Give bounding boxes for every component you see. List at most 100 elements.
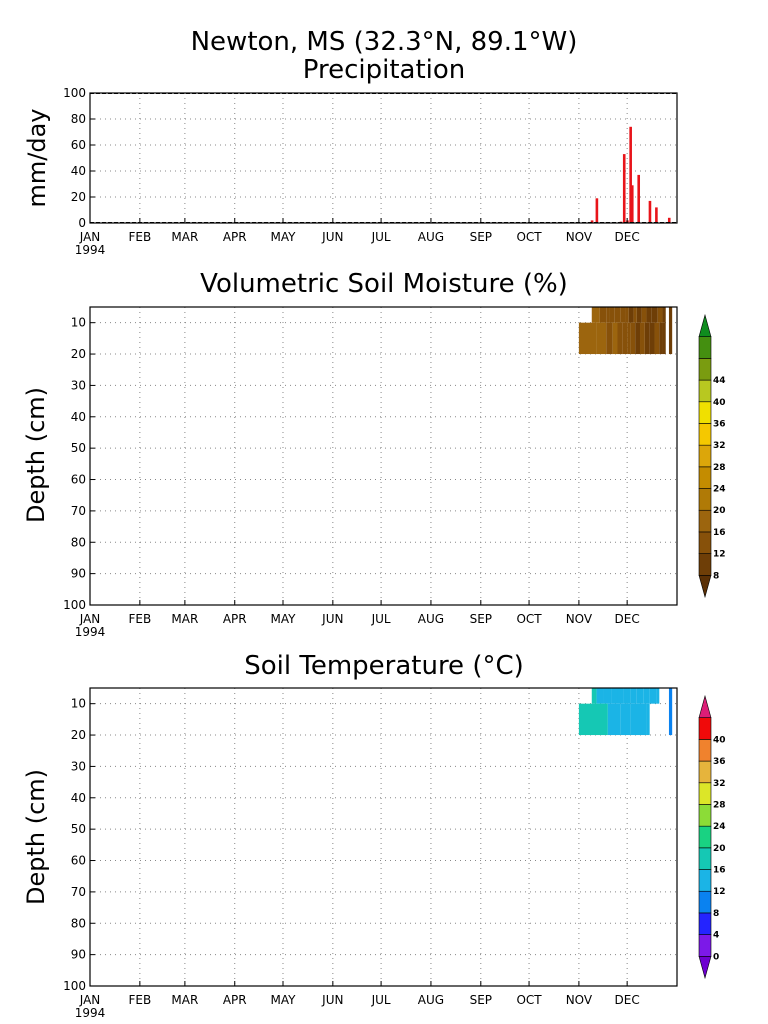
soil-temperature-colorbar: 0 4 8 12 16 20 24 28 32 36 40	[698, 694, 726, 980]
heatmap-cell	[644, 322, 650, 355]
soil-moisture-y-label: Depth (cm)	[22, 387, 50, 523]
soil-moisture-colorbar-swatch	[698, 423, 712, 446]
y-tick-label: 60	[71, 138, 86, 152]
soil-moisture-colorbar-swatch	[698, 488, 712, 511]
heatmap-cell	[603, 688, 612, 704]
y-tick-label: 70	[71, 885, 86, 899]
soil-moisture-colorbar-swatch	[698, 379, 712, 403]
x-tick-label-jun: JUN	[321, 993, 343, 1007]
soil-moisture-colorbar-label: 8	[713, 571, 719, 581]
soil-moisture-colorbar-label: 12	[713, 550, 726, 560]
soil-temperature-y-ticks: 10 20 30 40 50 60 70 80 90 100	[63, 697, 95, 993]
x-tick-label-mar: MAR	[171, 993, 198, 1007]
figure-title: Newton, MS (32.3°N, 89.1°W)	[191, 27, 578, 57]
y-tick-label: 10	[71, 697, 86, 711]
heatmap-cell	[656, 688, 660, 704]
soil-moisture-panel: 10 20 30 40 50 60 70 80 90 100 JAN FEB MAR APR MAY JUN…	[22, 306, 726, 639]
y-tick-label: 60	[71, 854, 86, 868]
soil-moisture-colorbar-label: 28	[713, 463, 726, 473]
soil-moisture-colorbar-swatch	[698, 358, 712, 381]
heatmap-cell	[620, 703, 631, 736]
precipitation-bar	[595, 198, 599, 223]
soil-temperature-colorbar-swatch	[698, 804, 712, 827]
precipitation-bar	[648, 200, 652, 223]
x-tick-label-nov: NOV	[566, 230, 593, 244]
precipitation-plot-frame	[89, 92, 678, 224]
y-tick-label: 50	[71, 822, 86, 836]
heatmap-cell	[596, 688, 604, 704]
heatmap-cell	[606, 307, 610, 323]
heatmap-cell	[623, 688, 631, 704]
soil-temperature-colorbar-label: 24	[713, 822, 726, 832]
precipitation-y-label: mm/day	[23, 109, 51, 208]
heatmap-cell	[659, 322, 663, 355]
precipitation-panel: 0 20 40 60 80 100 JAN FEB MAR APR MAY JUN JUL AUG SEP…	[23, 86, 678, 257]
y-tick-label: 10	[71, 316, 86, 330]
x-tick-label-may: MAY	[271, 993, 297, 1007]
x-tick-label-jun: JUN	[321, 230, 343, 244]
soil-temperature-colorbar-label: 4	[713, 931, 719, 941]
soil-moisture-plot-frame	[89, 306, 678, 606]
heatmap-cell	[628, 307, 634, 323]
x-year-label: 1994	[75, 1006, 106, 1020]
y-tick-label: 40	[71, 164, 86, 178]
soil-temperature-colorbar-label: 0	[713, 952, 719, 962]
soil-moisture-colorbar-label: 20	[713, 506, 726, 516]
y-tick-label: 30	[71, 378, 86, 392]
heatmap-cell	[649, 688, 657, 704]
heatmap-cell	[651, 307, 658, 323]
heatmap-cell	[636, 307, 642, 323]
soil-moisture-colorbar-swatch	[698, 509, 712, 533]
soil-moisture-y-ticks: 10 20 30 40 50 60 70 80 90 100	[63, 316, 95, 612]
x-tick-label-jul: JUL	[371, 230, 391, 244]
y-tick-label: 50	[71, 441, 86, 455]
x-tick-label-nov: NOV	[566, 993, 593, 1007]
y-tick-label: 80	[71, 916, 86, 930]
heatmap-cell	[617, 688, 624, 704]
x-tick-label-feb: FEB	[128, 230, 151, 244]
soil-moisture-colorbar-swatch	[698, 336, 712, 359]
heatmap-cell	[636, 688, 644, 704]
precipitation-bar	[637, 174, 641, 223]
heatmap-cell	[630, 688, 637, 704]
soil-temperature-x-ticks: JAN FEB MAR APR MAY JUN JUL AUG SEP OCT NOV DEC 1994	[75, 981, 640, 1020]
x-tick-label-sep: SEP	[470, 230, 492, 244]
soil-moisture-x-ticks: JAN FEB MAR APR MAY JUN JUL AUG SEP OCT NOV DEC 1994	[75, 600, 640, 639]
heatmap-cell	[596, 322, 607, 355]
soil-moisture-colorbar-label: 44	[713, 376, 726, 386]
soil-moisture-title: Volumetric Soil Moisture (%)	[200, 269, 568, 299]
soil-temperature-colorbar-label: 16	[713, 866, 726, 876]
heatmap-cell	[640, 322, 645, 355]
soil-temperature-colorbar-label: 32	[713, 779, 726, 789]
x-tick-label-sep: SEP	[470, 612, 492, 626]
soil-moisture-cells	[578, 307, 673, 355]
heatmap-cell	[662, 322, 666, 355]
heatmap-cell	[625, 307, 629, 323]
heatmap-cell	[646, 703, 650, 736]
heatmap-cell	[635, 322, 641, 355]
soil-temperature-colorbar-label: 20	[713, 844, 726, 854]
x-tick-label-mar: MAR	[171, 612, 198, 626]
heatmap-cell	[641, 307, 647, 323]
soil-temperature-colorbar-swatch	[698, 934, 712, 957]
soil-temperature-colorbar-label: 28	[713, 800, 726, 810]
soil-temperature-colorbar-swatch	[698, 869, 712, 892]
heatmap-cell	[630, 703, 647, 736]
heatmap-cell	[607, 703, 621, 736]
x-year-label: 1994	[75, 625, 106, 639]
soil-temperature-plot-frame	[89, 687, 678, 987]
x-tick-label-jul: JUL	[371, 993, 391, 1007]
heatmap-cell	[662, 307, 666, 323]
heatmap-cell	[646, 307, 652, 323]
precipitation-bar	[630, 185, 634, 223]
x-tick-label-aug: AUG	[418, 230, 444, 244]
soil-temperature-colorbar-swatch	[698, 847, 712, 870]
soil-moisture-colorbar-swatch	[698, 444, 712, 468]
precipitation-bar	[622, 154, 626, 223]
heatmap-cell	[620, 307, 626, 323]
x-tick-label-jun: JUN	[321, 612, 343, 626]
soil-temperature-title: Soil Temperature (°C)	[244, 651, 524, 681]
x-tick-label-aug: AUG	[418, 993, 444, 1007]
